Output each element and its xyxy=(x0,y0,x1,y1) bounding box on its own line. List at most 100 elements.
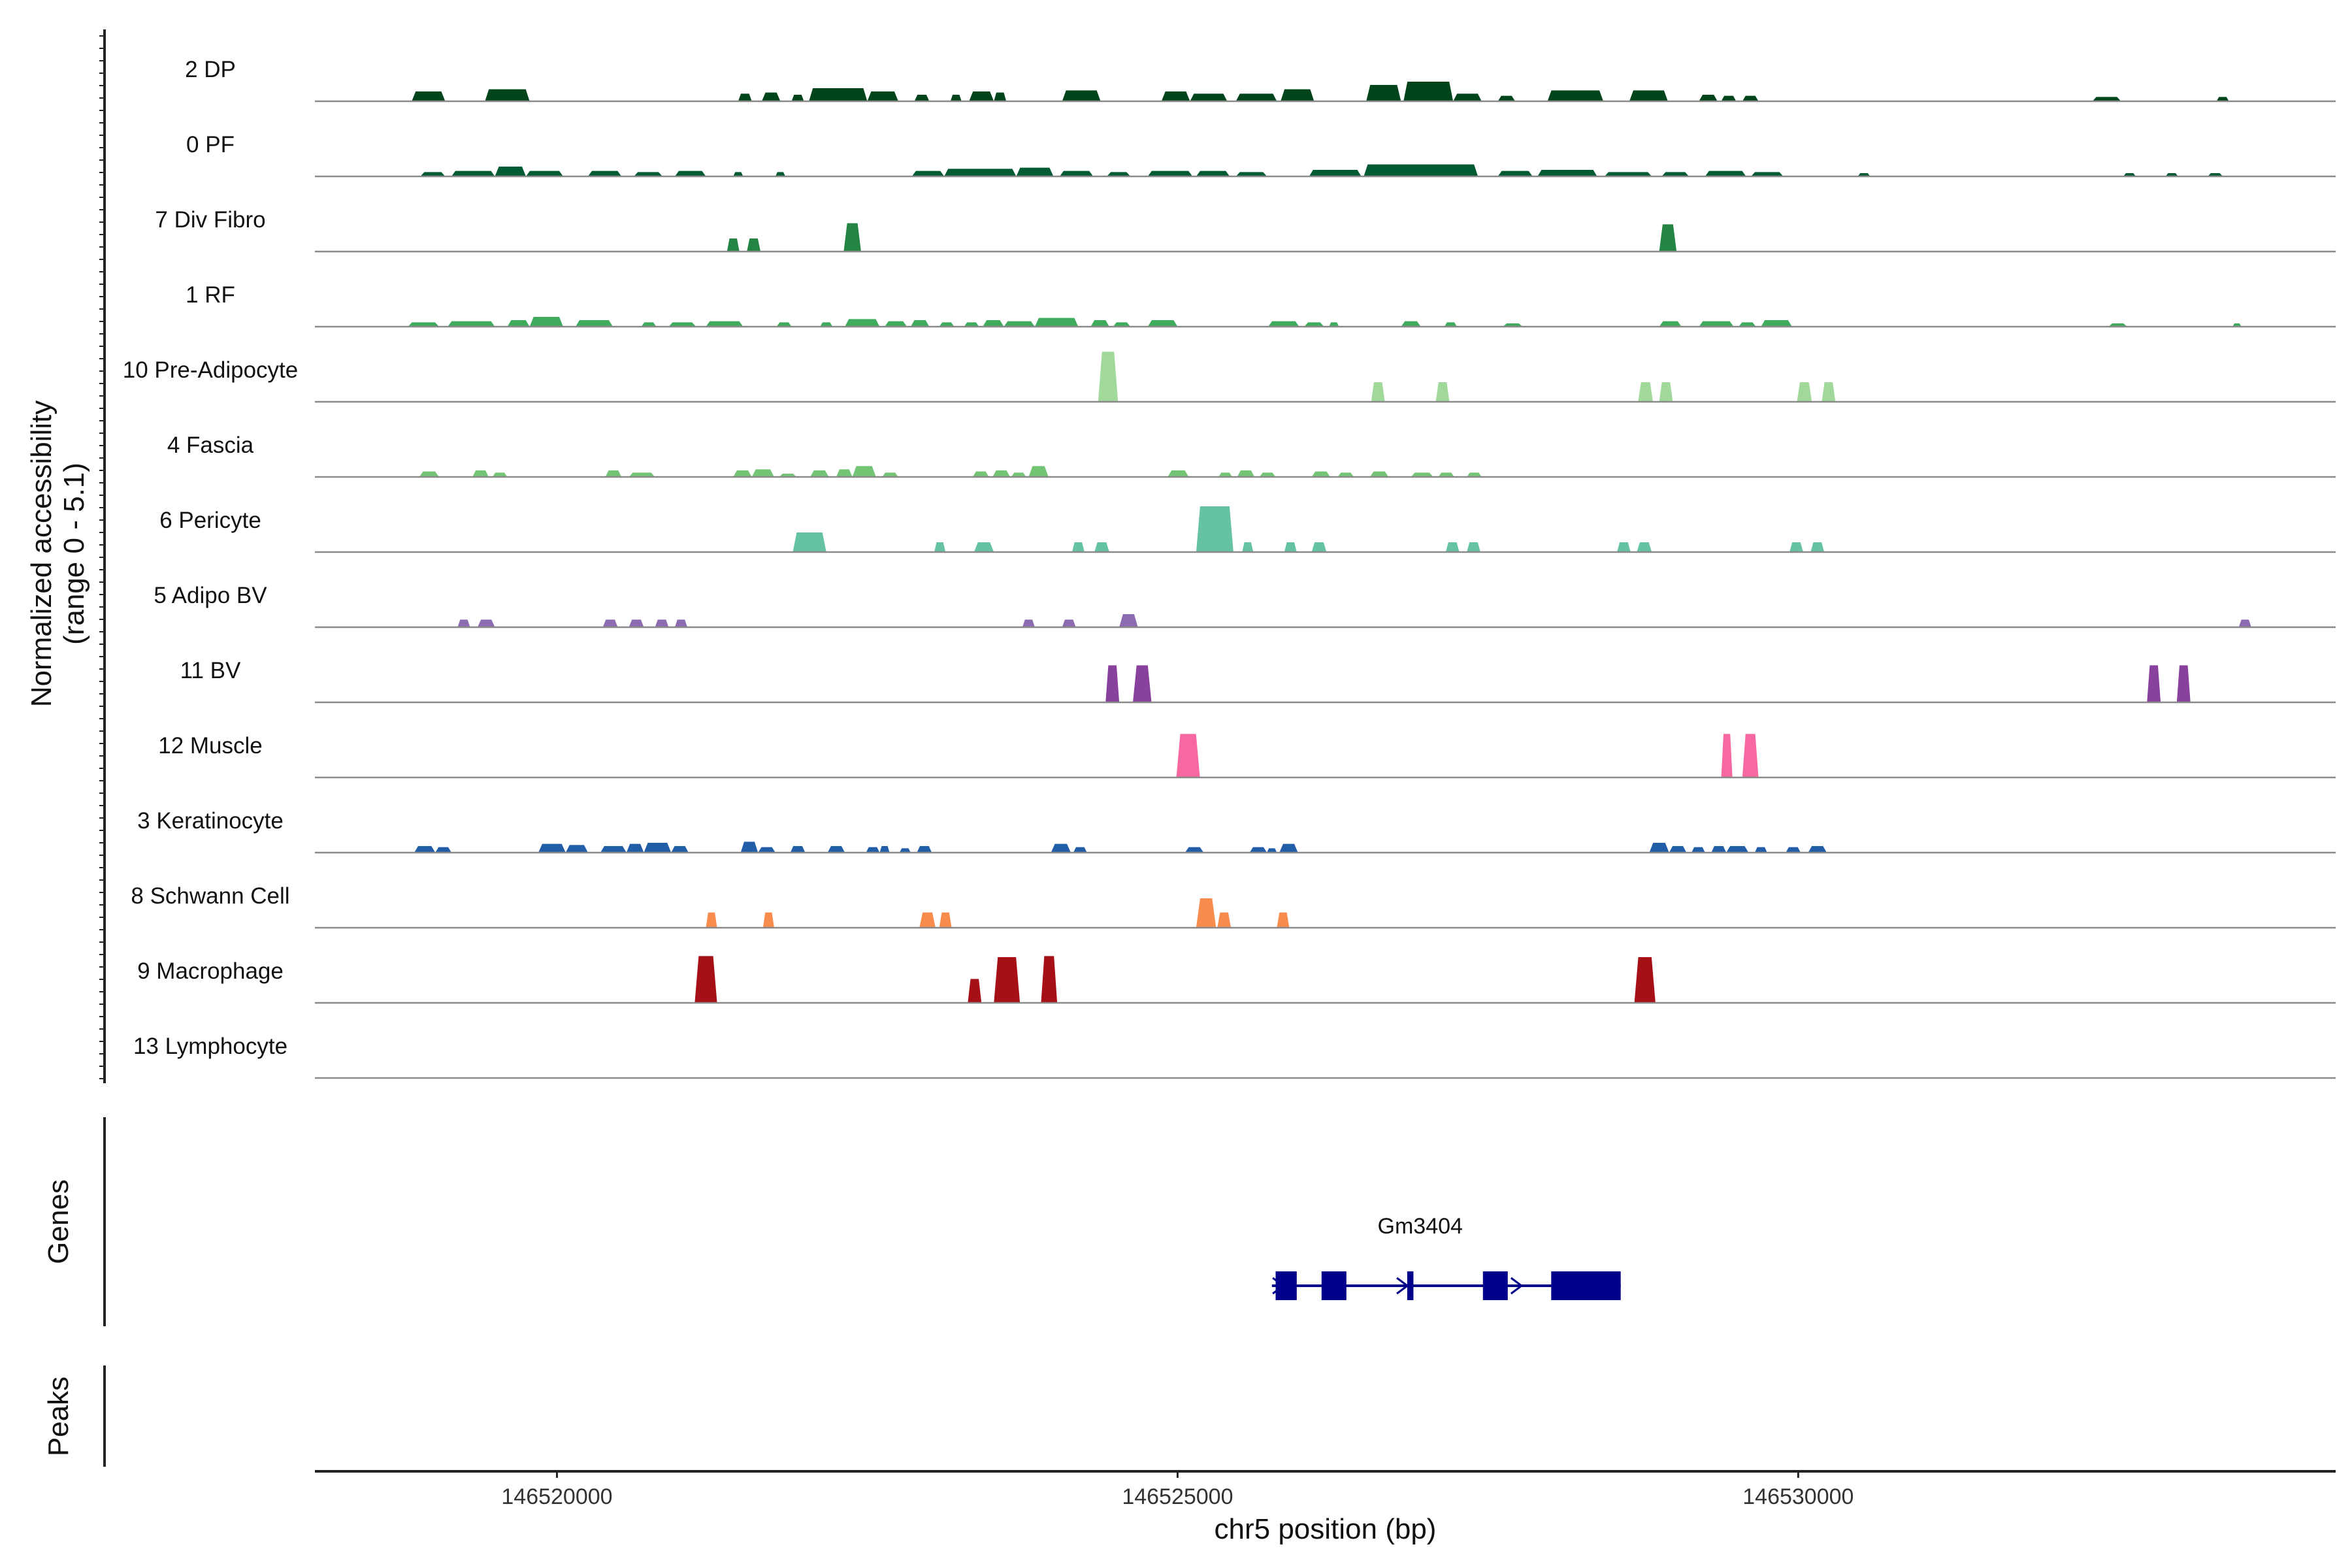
coverage-peak xyxy=(1028,466,1049,477)
coverage-peak xyxy=(843,223,861,252)
coverage-peak xyxy=(827,846,845,853)
coverage-peak xyxy=(1821,382,1836,402)
coverage-peak xyxy=(1337,472,1354,477)
coverage-peak xyxy=(1604,172,1652,176)
coverage-peak xyxy=(733,470,752,477)
gene-exon xyxy=(1321,1271,1347,1300)
coverage-peak xyxy=(1034,318,1079,327)
coverage-peak xyxy=(525,171,563,176)
coverage-peak xyxy=(1661,172,1690,176)
track-label: 10 Pre-Adipocyte xyxy=(123,357,298,383)
gene-name-label: Gm3404 xyxy=(1378,1214,1463,1239)
track-label: 6 Pericyte xyxy=(159,508,261,533)
coverage-peak xyxy=(973,542,994,552)
track-label: 2 DP xyxy=(185,57,236,82)
coverage-peak xyxy=(1196,506,1233,552)
coverage-peak xyxy=(1438,472,1455,477)
coverage-peak xyxy=(1411,472,1433,477)
coverage-peak xyxy=(1364,164,1478,176)
coverage-peak xyxy=(412,91,446,101)
coverage-peak xyxy=(1537,170,1597,176)
coverage-peak xyxy=(435,847,451,853)
coverage-peak xyxy=(420,172,446,176)
coverage-peak xyxy=(1444,322,1457,327)
coverage-peak xyxy=(852,466,876,477)
coverage-peak xyxy=(1467,472,1482,477)
coverage-peak xyxy=(694,956,717,1003)
coverage-peak xyxy=(1467,542,1480,552)
coverage-peak xyxy=(1119,614,1138,627)
coverage-peak xyxy=(1789,542,1803,552)
coverage-peak xyxy=(1277,912,1290,928)
coverage-peak xyxy=(529,317,563,327)
coverage-peak xyxy=(419,471,439,477)
coverage-peak xyxy=(1235,172,1267,176)
coverage-peak xyxy=(1435,382,1450,402)
coverage-peak xyxy=(972,471,989,477)
coverage-peak xyxy=(1691,847,1705,853)
coverage-peak xyxy=(674,171,706,176)
coverage-peak xyxy=(457,619,470,627)
coverage-peak xyxy=(629,472,655,477)
coverage-peak xyxy=(758,847,776,853)
coverage-peak xyxy=(994,957,1021,1003)
coverage-peak xyxy=(2147,665,2161,702)
coverage-peak xyxy=(605,470,622,477)
coverage-peak xyxy=(2176,665,2191,702)
coverage-peak xyxy=(968,979,982,1003)
coverage-peak xyxy=(414,846,436,853)
coverage-peak xyxy=(1638,382,1654,402)
coverage-peak xyxy=(1547,90,1604,101)
coverage-peak xyxy=(740,841,759,853)
coverage-peak xyxy=(899,848,911,853)
coverage-peak xyxy=(477,619,495,627)
coverage-peak xyxy=(882,472,898,477)
coverage-peak xyxy=(1218,472,1233,477)
track-label: 11 BV xyxy=(180,658,241,683)
coverage-peak xyxy=(538,843,566,853)
coverage-peak xyxy=(1113,322,1131,327)
coverage-peak xyxy=(634,172,662,176)
gene-strand-arrow xyxy=(1510,1277,1524,1295)
gene-exon xyxy=(1275,1271,1297,1300)
coverage-peak xyxy=(1022,619,1035,627)
coverage-peak xyxy=(776,322,792,327)
track-label: 1 RF xyxy=(186,282,235,308)
coverage-peak xyxy=(751,469,774,477)
coverage-peak xyxy=(507,320,530,327)
coverage-peak xyxy=(600,846,627,853)
coverage-peak xyxy=(792,532,826,552)
coverage-peak xyxy=(791,95,804,101)
coverage-peak xyxy=(1147,171,1193,176)
coverage-peak xyxy=(626,843,644,853)
coverage-peak xyxy=(629,619,644,627)
gene-strand-arrow xyxy=(1272,1277,1285,1295)
track-label: 3 Keratinocyte xyxy=(137,808,284,834)
coverage-peak xyxy=(575,320,613,327)
coverage-peak xyxy=(944,169,1017,176)
coverage-peak xyxy=(1235,93,1277,101)
coverage-peak xyxy=(1105,665,1120,702)
gene-strand-arrow xyxy=(1396,1277,1409,1295)
coverage-peak xyxy=(1751,172,1784,176)
coverage-peak xyxy=(917,846,932,853)
coverage-peak xyxy=(1071,542,1085,552)
coverage-peak xyxy=(994,92,1007,101)
coverage-peak xyxy=(1051,843,1071,853)
coverage-peak xyxy=(845,319,880,327)
coverage-peak xyxy=(1726,846,1749,853)
gene-exon xyxy=(1551,1271,1621,1300)
coverage-peak xyxy=(587,171,622,176)
coverage-peak xyxy=(1721,734,1733,777)
coverage-peak xyxy=(1267,848,1277,853)
coverage-peak xyxy=(1242,542,1254,552)
coverage-peak xyxy=(451,171,495,176)
coverage-peak xyxy=(1699,95,1718,101)
coverage-peak xyxy=(836,469,853,477)
coverage-peak xyxy=(1041,956,1058,1003)
coverage-peak xyxy=(492,472,508,477)
coverage-peak xyxy=(1098,351,1119,402)
x-tick-label: 146525000 xyxy=(1122,1484,1233,1509)
coverage-peak xyxy=(1754,847,1767,853)
